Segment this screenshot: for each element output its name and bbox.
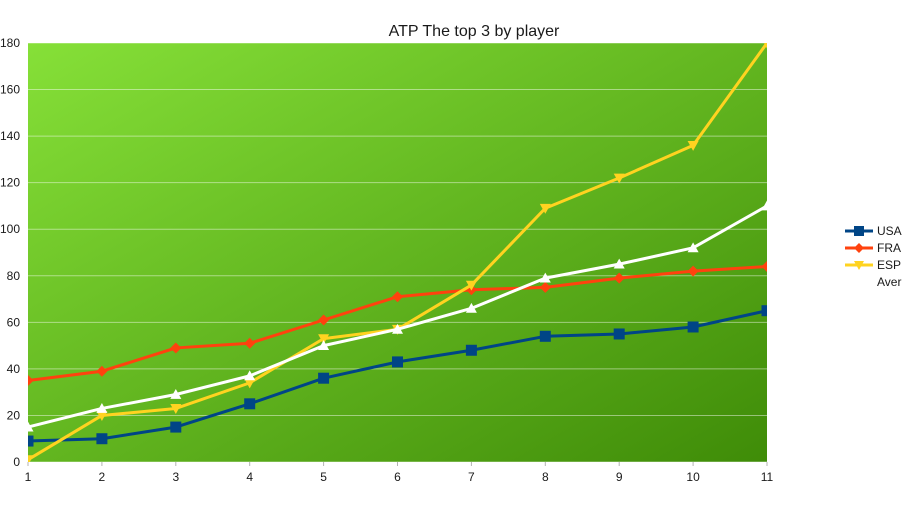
data-point: [613, 258, 625, 269]
data-point: [539, 281, 551, 293]
data-point: [539, 203, 551, 214]
legend-label: USA: [877, 224, 902, 238]
x-tick-label: 4: [246, 470, 253, 484]
series-fra: [28, 260, 767, 387]
legend-label: Aver: [877, 275, 901, 289]
series-usa: [28, 305, 767, 447]
y-tick-label: 20: [7, 408, 21, 422]
data-point: [687, 242, 699, 253]
legend-label: FRA: [877, 241, 901, 255]
data-point: [244, 337, 256, 349]
y-tick-label: 0: [13, 455, 20, 469]
y-tick-label: 60: [7, 315, 21, 329]
y-tick-label: 40: [7, 362, 21, 376]
x-tick-label: 6: [394, 470, 401, 484]
x-tick-label: 9: [616, 470, 623, 484]
data-point: [763, 43, 767, 49]
x-tick-label: 10: [686, 470, 700, 484]
legend-marker: [854, 277, 864, 286]
data-point: [613, 272, 625, 284]
x-tick-label: 11: [761, 470, 774, 484]
series-layer: [28, 43, 767, 462]
data-point: [613, 173, 625, 184]
data-point: [318, 314, 330, 326]
data-point: [392, 356, 403, 368]
legend-marker: [854, 243, 864, 253]
y-tick-label: 80: [7, 269, 21, 283]
y-axis-ticks: 0 20 40 60 80 100 120 140 160 180: [0, 36, 20, 469]
data-point: [392, 323, 403, 334]
legend-item: FRA: [845, 241, 901, 255]
legend: USA FRA ESP Aver: [845, 224, 902, 289]
data-point: [96, 402, 108, 413]
legend-marker: [854, 261, 864, 270]
data-point: [613, 328, 625, 340]
data-point: [28, 435, 34, 447]
data-point: [170, 388, 182, 399]
data-point: [318, 334, 330, 345]
x-tick-label: 1: [25, 470, 32, 484]
y-tick-label: 100: [0, 222, 20, 236]
data-point: [170, 404, 182, 414]
data-point: [465, 302, 477, 313]
data-point: [687, 141, 699, 151]
y-tick-label: 120: [0, 176, 20, 190]
data-point: [96, 433, 108, 445]
data-point: [761, 305, 767, 317]
plot-area: [28, 43, 767, 462]
data-point: [318, 372, 330, 384]
x-tick-label: 5: [320, 470, 327, 484]
x-axis-ticks: 1 2 3 4 5 6 7 8 9 10 11: [25, 462, 774, 484]
data-point: [96, 365, 108, 377]
chart-title: ATP The top 3 by player: [389, 23, 560, 40]
data-point: [465, 344, 477, 356]
data-point: [539, 272, 551, 283]
legend-item: ESP: [845, 258, 901, 272]
data-point: [539, 330, 551, 342]
y-tick-label: 140: [0, 129, 20, 143]
data-point: [465, 280, 477, 291]
y-tick-label: 160: [0, 83, 20, 97]
data-point: [28, 421, 34, 432]
x-tick-label: 3: [172, 470, 179, 484]
x-tick-label: 2: [99, 470, 106, 484]
gridlines: [28, 42, 767, 463]
data-point: [687, 265, 699, 277]
data-point: [761, 260, 767, 272]
data-point: [170, 421, 182, 433]
legend-marker: [854, 226, 864, 236]
data-point: [96, 411, 108, 421]
data-point: [170, 342, 182, 354]
data-point: [318, 340, 330, 351]
legend-label: ESP: [877, 258, 901, 272]
data-point: [761, 200, 767, 211]
data-point: [244, 378, 256, 389]
series-aver: [28, 200, 767, 432]
data-point: [392, 291, 403, 303]
data-point: [687, 321, 699, 333]
x-tick-label: 7: [468, 470, 475, 484]
legend-item: Aver: [845, 275, 901, 289]
x-tick-label: 8: [542, 470, 549, 484]
data-point: [28, 375, 34, 387]
y-tick-label: 180: [0, 36, 20, 50]
data-point: [244, 370, 256, 381]
legend-item: USA: [845, 224, 902, 238]
data-point: [28, 455, 34, 462]
data-point: [244, 398, 256, 410]
